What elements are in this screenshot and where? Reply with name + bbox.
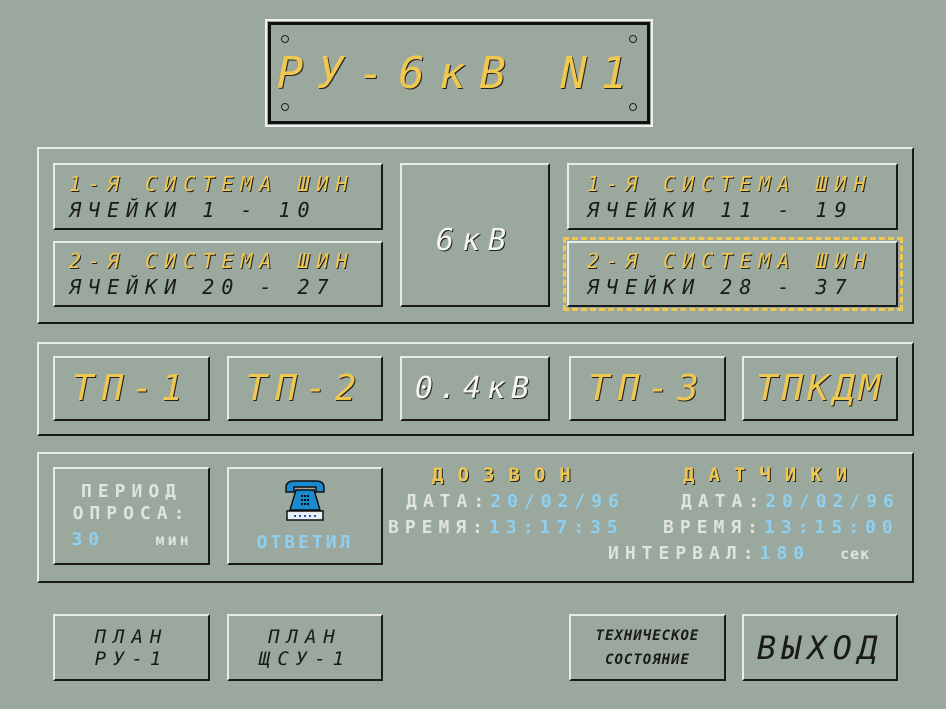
button-label: ЯЧЕЙКИ 1 - 10 <box>69 197 317 222</box>
interval-value: 180 <box>759 543 811 564</box>
tpkdm-button[interactable]: ТПКДМ <box>742 356 898 421</box>
sensors-header: ДАТЧИКИ <box>683 464 862 486</box>
panel-04kv <box>37 342 914 436</box>
bus1-cells-11-19-button[interactable]: 1-Я СИСТЕМА ШИН ЯЧЕЙКИ 11 - 19 <box>567 163 898 230</box>
button-label: ТПКДМ <box>755 368 885 409</box>
phone-status-button[interactable]: ОТВЕТИЛ <box>227 467 383 565</box>
bus2-cells-28-37-button[interactable]: 2-Я СИСТЕМА ШИН ЯЧЕЙКИ 28 - 37 <box>567 241 898 307</box>
tp1-button[interactable]: ТП-1 <box>53 356 210 421</box>
04kv-button[interactable]: 0.4кВ <box>400 356 550 421</box>
selection-highlight <box>563 237 903 311</box>
button-label: ПЛАН <box>268 625 342 648</box>
button-label: ЯЧЕЙКИ 28 - 37 <box>587 275 854 299</box>
status-panel <box>37 452 914 583</box>
plan-shsu1-button[interactable]: ПЛАН ЩСУ-1 <box>227 614 383 681</box>
button-label: 1-Я СИСТЕМА ШИН <box>69 171 355 196</box>
button-label: РУ-1 <box>94 647 169 670</box>
telephone-icon <box>285 480 325 521</box>
button-label: ТП-2 <box>245 368 365 409</box>
button-label: ЯЧЕЙКИ 20 - 27 <box>69 275 336 299</box>
button-label: ЩСУ-1 <box>258 647 352 670</box>
sensors-time-label: ВРЕМЯ: <box>663 517 765 538</box>
button-label: 2-Я СИСТЕМА ШИН <box>587 249 873 273</box>
panel-6kv <box>37 147 914 324</box>
tp3-button[interactable]: ТП-3 <box>569 356 726 421</box>
sensors-date-value: 20/02/96 <box>765 491 900 512</box>
poll-period-box[interactable]: ПЕРИОД ОПРОСА: 30 мин <box>53 467 210 565</box>
button-label: ПЛАН <box>94 625 169 648</box>
6kv-button[interactable]: 6кВ <box>400 163 550 307</box>
sensors-time-value: 13:15:00 <box>764 517 899 538</box>
sensors-date-label: ДАТА: <box>681 491 766 512</box>
period-unit: мин <box>155 531 192 549</box>
button-label: СОСТОЯНИЕ <box>605 651 690 668</box>
screw-icon <box>629 103 637 111</box>
interval-label: ИНТЕРВАЛ: <box>608 543 760 564</box>
interval-unit: сек <box>840 545 871 563</box>
period-label: ОПРОСА: <box>72 503 191 524</box>
button-label: ТП-3 <box>588 368 707 409</box>
button-label: ТЕХНИЧЕСКОЕ <box>595 627 700 644</box>
button-label: 6кВ <box>435 223 515 258</box>
dial-header: ДОЗВОН <box>432 464 585 486</box>
button-label: ЯЧЕЙКИ 11 - 19 <box>587 197 854 222</box>
period-value: 30 <box>71 529 106 550</box>
dial-date-label: ДАТА: <box>406 491 491 512</box>
bus2-cells-20-27-button[interactable]: 2-Я СИСТЕМА ШИН ЯЧЕЙКИ 20 - 27 <box>53 241 383 307</box>
button-label: 1-Я СИСТЕМА ШИН <box>587 171 873 196</box>
plan-ru1-button[interactable]: ПЛАН РУ-1 <box>53 614 210 681</box>
dial-time-label: ВРЕМЯ: <box>388 517 490 538</box>
button-label: ВЫХОД <box>756 628 884 667</box>
page-title: РУ-6кВ N1 <box>276 47 642 99</box>
period-label: ПЕРИОД <box>80 481 183 502</box>
dial-time-value: 13:17:35 <box>489 517 624 538</box>
exit-button[interactable]: ВЫХОД <box>742 614 898 681</box>
button-label: ТП-1 <box>72 368 191 409</box>
screw-icon <box>281 35 289 43</box>
button-label: 2-Я СИСТЕМА ШИН <box>69 249 355 273</box>
phone-status-text: ОТВЕТИЛ <box>256 532 354 553</box>
title-plate: РУ-6кВ N1 <box>265 19 653 127</box>
tp2-button[interactable]: ТП-2 <box>227 356 383 421</box>
bus1-cells-1-10-button[interactable]: 1-Я СИСТЕМА ШИН ЯЧЕЙКИ 1 - 10 <box>53 163 383 230</box>
screw-icon <box>281 103 289 111</box>
button-label: 0.4кВ <box>414 371 536 406</box>
dial-date-value: 20/02/96 <box>490 491 625 512</box>
screw-icon <box>629 35 637 43</box>
tech-state-button[interactable]: ТЕХНИЧЕСКОЕ СОСТОЯНИЕ <box>569 614 726 681</box>
